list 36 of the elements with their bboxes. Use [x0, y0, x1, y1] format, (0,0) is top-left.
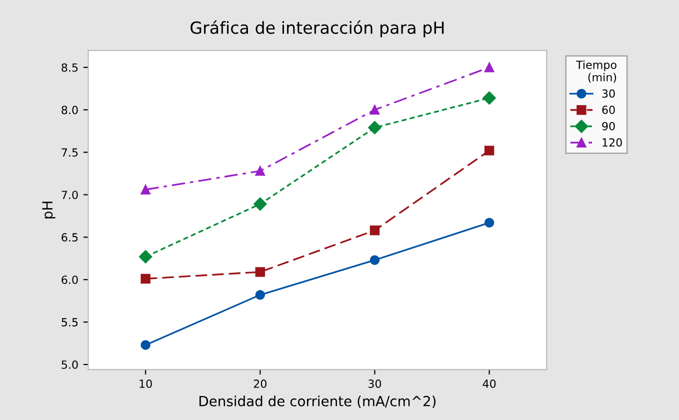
point: [140, 340, 150, 350]
point: [484, 146, 494, 156]
y-tick-label: 8.0: [62, 106, 78, 114]
point: [370, 226, 380, 236]
x-tick-label: 20: [254, 380, 266, 388]
point: [484, 62, 494, 72]
y-tick-label: 5.0: [62, 360, 78, 369]
legend-label: 60: [602, 106, 615, 114]
x-axis-title: Densidad de corriente (mA/cm^2): [200, 396, 436, 408]
y-tick-label: 7.5: [62, 148, 78, 157]
legend-label: 30: [602, 89, 615, 98]
y-tick-label: 8.5: [62, 63, 78, 72]
y-tick-label: 6.5: [62, 233, 78, 242]
y-tick-label: 6.0: [62, 276, 78, 284]
y-axis-title: pH: [42, 202, 56, 218]
x-tick-label: 10: [140, 380, 152, 388]
y-tick-label: 5.5: [62, 318, 78, 326]
point: [482, 91, 496, 105]
point: [138, 250, 152, 264]
point: [368, 121, 382, 134]
point: [370, 104, 380, 115]
x-tick-label: 40: [482, 380, 496, 388]
point: [255, 290, 266, 300]
point: [140, 274, 150, 284]
legend-label: 120: [602, 138, 622, 147]
point: [370, 255, 380, 265]
legend-title: Tiempo (min): [576, 60, 616, 83]
chart-title: Gráfica de interacción para pH: [190, 20, 444, 38]
legend-label: 90: [602, 122, 615, 130]
x-tick-label: 30: [368, 380, 382, 388]
point: [140, 184, 150, 194]
point: [254, 197, 267, 211]
point: [484, 218, 494, 228]
point: [255, 166, 266, 176]
y-tick-label: 7.0: [62, 190, 78, 200]
point: [255, 267, 266, 277]
